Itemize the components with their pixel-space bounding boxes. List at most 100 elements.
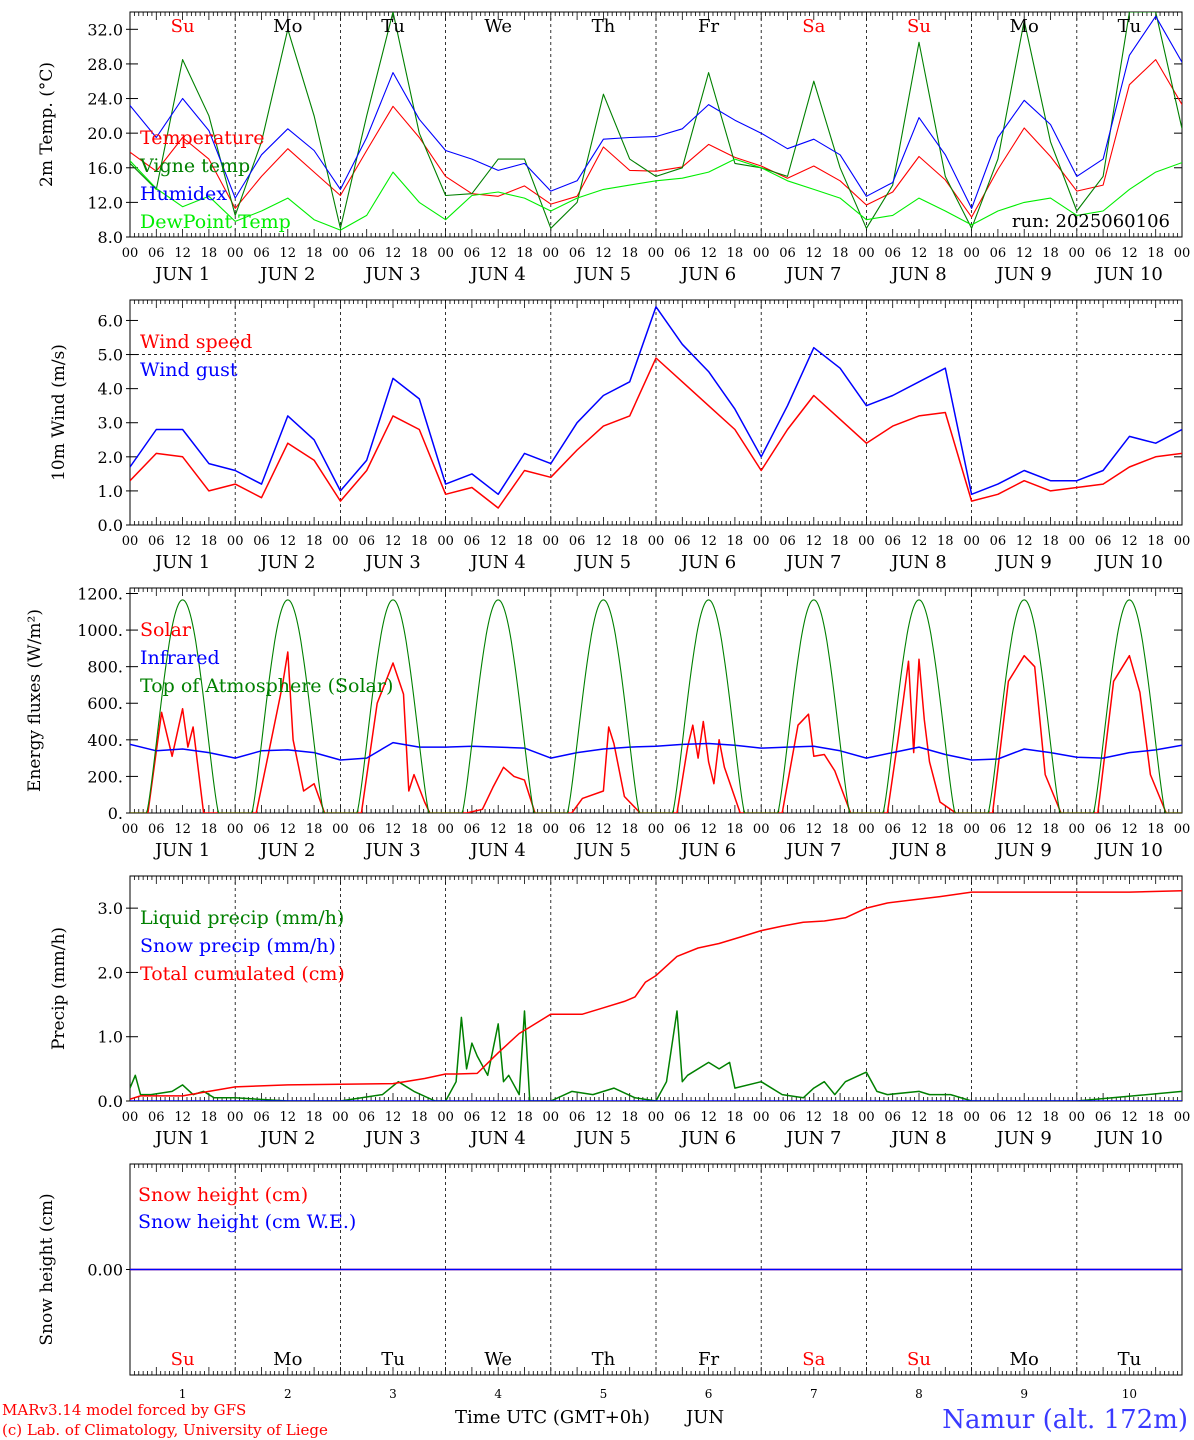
y-tick-label: 24.0 [87,90,123,109]
x-hour-tick-label: 18 [937,822,954,837]
x-day-label: JUN 8 [889,840,946,861]
weekday-label-top: Mo [1010,16,1039,37]
x-day-label: JUN 10 [1094,1128,1163,1149]
x-hour-tick-label: 18 [1147,822,1164,837]
weekday-label-bottom: Th [592,1349,616,1370]
x-hour-tick-label: 12 [700,246,717,261]
x-hour-tick-label: 06 [674,246,691,261]
legend-entry: Vigne temp [139,155,250,177]
x-hour-tick-label: 12 [490,246,507,261]
weekday-label-bottom: Mo [1010,1349,1039,1370]
x-hour-tick-label: 12 [911,534,928,549]
x-hour-tick-label: 00 [332,1110,349,1125]
x-hour-tick-label: 00 [332,246,349,261]
x-hour-tick-label: 00 [963,534,980,549]
x-day-label: JUN 4 [469,840,526,861]
weekday-label-bottom: Sa [802,1349,825,1370]
x-day-label: JUN 8 [889,264,946,285]
series-group [130,306,1182,509]
x-hour-tick-label: 18 [937,1110,954,1125]
weekday-label-bottom: Su [907,1349,931,1370]
x-hour-tick-label: 18 [1042,534,1059,549]
x-hour-tick-label: 06 [148,1110,165,1125]
legend-entry: Wind gust [140,359,238,381]
x-hour-tick-label: 12 [911,1110,928,1125]
y-tick-label: 4.0 [98,380,123,399]
x-hour-tick-label: 00 [1069,534,1086,549]
y-axis-label: 10m Wind (m/s) [49,344,69,481]
x-hour-tick-label: 00 [332,822,349,837]
x-hour-tick-label: 18 [727,822,744,837]
x-day-label: JUN 2 [258,1128,315,1149]
x-hour-tick-label: 12 [806,246,823,261]
panel-4: 00 06 12 18 JUN 1 00 06 12 18 JUN 2 00 06 12 18 JUN 3 0… [49,875,1190,1149]
x-hour-tick-label: 12 [385,822,402,837]
x-hour-tick-label: 06 [1095,1110,1112,1125]
y-axis-label: Energy fluxes (W/m²) [25,609,45,792]
x-hour-tick-label: 12 [1121,822,1138,837]
legend-entry: Snow height (cm W.E.) [138,1211,356,1233]
x-hour-tick-label: 06 [779,822,796,837]
x-hour-tick-label: 00 [122,1110,139,1125]
weekday-label-top: Su [907,16,931,37]
x-hour-tick-label: 18 [832,534,849,549]
x-hour-tick-label: 00 [648,534,665,549]
x-hour-tick-label: 18 [727,246,744,261]
y-tick-label: 0.0 [98,516,123,535]
x-hour-tick-label: 12 [1121,246,1138,261]
y-tick-label: 3.0 [98,414,123,433]
x-hour-tick-label: 18 [201,246,218,261]
x-hour-tick-label: 00 [332,534,349,549]
y-tick-label: 3.0 [98,899,123,918]
x-day-label: JUN 10 [1094,840,1163,861]
x-hour-tick-label: 06 [884,534,901,549]
x-hour-tick-label: 18 [1147,534,1164,549]
x-hour-tick-label: 12 [280,246,297,261]
x-hour-tick-label: 12 [806,534,823,549]
x-hour-tick-label: 06 [1095,534,1112,549]
y-tick-label: 8.0 [98,228,123,247]
legend-entry: Humidex [140,183,227,205]
x-hour-tick-label: 12 [1016,534,1033,549]
x-hour-tick-label: 18 [516,246,533,261]
x-hour-tick-label: 12 [280,822,297,837]
weekday-label-bottom: Mo [273,1349,302,1370]
x-hour-tick-label: 12 [490,534,507,549]
x-hour-tick-label: 00 [122,534,139,549]
x-hour-tick-label: 00 [437,246,454,261]
x-hour-tick-label: 00 [543,246,560,261]
x-hour-tick-label: 18 [832,1110,849,1125]
x-hour-tick-label: 18 [411,534,428,549]
x-hour-tick-label: 18 [621,1110,638,1125]
x-hour-tick-label: 12 [1016,246,1033,261]
x-day-label: JUN 6 [679,840,736,861]
x-hour-tick-label: 12 [174,534,191,549]
y-tick-label: 1000. [77,621,123,640]
x-hour-tick-label: 00 [753,822,770,837]
x-hour-tick-label: 12 [595,1110,612,1125]
x-day-label: JUN 5 [574,264,631,285]
x-hour-tick-label: 06 [569,1110,586,1125]
x-day-label: JUN 7 [784,1128,841,1149]
y-tick-label: 0.0 [98,1092,123,1111]
x-hour-tick-label: 00 [648,1110,665,1125]
x-hour-tick-label: 00 [963,1110,980,1125]
x-hour-tick-label: 00 [437,1110,454,1125]
x-hour-tick-label: 12 [911,822,928,837]
y-tick-label: 28.0 [87,55,123,74]
x-day-label: JUN 5 [574,840,631,861]
x-hour-tick-label: 00 [753,1110,770,1125]
series-line-temperature [130,59,1182,218]
legend-entry: Infrared [140,647,220,669]
x-day-label: JUN 10 [1094,552,1163,573]
y-tick-label: 2.0 [98,448,123,467]
y-tick-label: 200. [87,767,123,786]
x-hour-tick-label: 06 [358,1110,375,1125]
x-hour-tick-label: 06 [569,534,586,549]
legend-entry: Temperature [140,127,264,149]
x-hour-tick-label: 06 [464,1110,481,1125]
x-hour-tick-label: 06 [358,822,375,837]
x-hour-tick-label: 06 [1095,246,1112,261]
x-day-label: JUN 7 [784,552,841,573]
